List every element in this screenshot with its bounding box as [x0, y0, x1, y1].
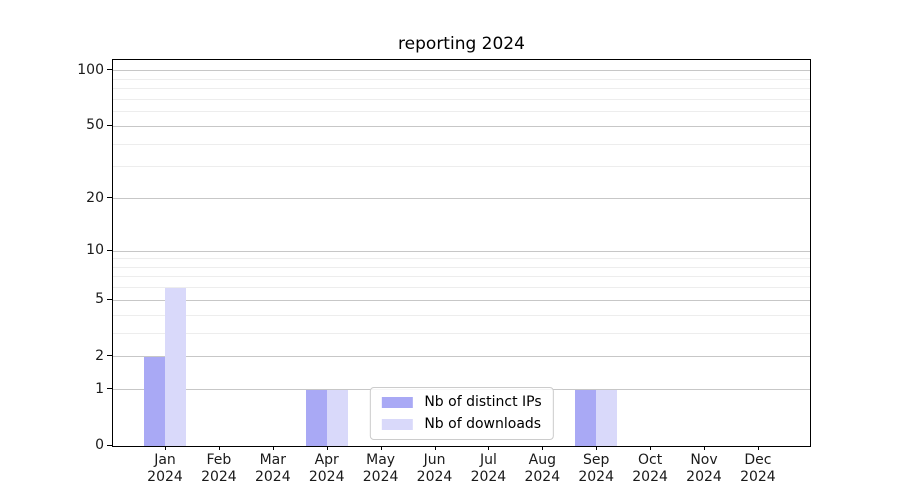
- legend-label-distinct-ips: Nb of distinct IPs: [424, 394, 542, 410]
- x-tick-mark-1: [218, 446, 220, 450]
- y-tick-label-50: 50: [86, 117, 104, 134]
- y-tick-mark-50: [107, 124, 112, 126]
- y-tick-label-5: 5: [95, 291, 104, 308]
- x-tick-mark-3: [326, 446, 328, 450]
- bar-nb-of-distinct-ips-Apr-2024: [305, 389, 327, 446]
- gridline-major-y5: [113, 299, 810, 301]
- x-tick-mark-7: [542, 446, 544, 450]
- x-tick-label-4: May 2024: [362, 452, 399, 485]
- gridline-minor-y8: [113, 266, 810, 268]
- x-tick-label-0: Jan 2024: [147, 452, 183, 485]
- x-tick-label-5: Jun 2024: [416, 452, 453, 485]
- gridline-major-y2: [113, 356, 810, 358]
- y-tick-mark-20: [107, 197, 112, 198]
- x-tick-mark-0: [165, 446, 166, 450]
- y-tick-label-20: 20: [86, 189, 104, 206]
- legend-entry-distinct-ips: Nb of distinct IPs: [381, 394, 542, 410]
- legend-swatch-downloads: [381, 419, 413, 430]
- y-tick-mark-5: [107, 298, 112, 300]
- bar-nb-of-downloads-Apr-2024: [326, 389, 348, 446]
- legend-swatch-distinct-ips: [381, 397, 413, 408]
- y-tick-mark-10: [107, 249, 112, 251]
- legend: Nb of distinct IPs Nb of downloads: [369, 387, 554, 440]
- gridline-minor-y9: [113, 258, 810, 260]
- x-tick-label-7: Aug 2024: [524, 452, 561, 485]
- plot-area: Nb of distinct IPs Nb of downloads: [112, 59, 811, 447]
- x-tick-label-6: Jul 2024: [470, 452, 507, 485]
- x-tick-label-10: Nov 2024: [686, 452, 722, 485]
- bar-nb-of-downloads-Sep-2024: [596, 389, 618, 446]
- y-tick-mark-2: [107, 355, 112, 357]
- chart-title: reporting 2024: [398, 34, 525, 54]
- x-tick-mark-9: [650, 446, 652, 450]
- gridline-minor-y3: [113, 332, 810, 334]
- gridline-minor-y80: [113, 88, 810, 90]
- x-tick-label-2: Mar 2024: [254, 452, 291, 485]
- y-tick-label-100: 100: [77, 61, 104, 78]
- gridline-minor-y40: [113, 143, 810, 145]
- y-tick-mark-1: [107, 388, 112, 390]
- x-tick-mark-5: [434, 446, 436, 450]
- x-tick-mark-6: [488, 446, 490, 450]
- y-tick-label-0: 0: [95, 437, 104, 453]
- y-tick-label-1: 1: [95, 380, 104, 397]
- gridline-minor-y30: [113, 166, 810, 168]
- y-tick-mark-0: [107, 444, 112, 446]
- x-tick-label-3: Apr 2024: [308, 452, 345, 485]
- gridline-minor-y6: [113, 287, 810, 289]
- bar-nb-of-downloads-Jan-2024: [165, 287, 186, 446]
- gridline-minor-y4: [113, 314, 810, 316]
- gridline-major-y10: [113, 250, 810, 252]
- x-tick-mark-10: [704, 446, 705, 450]
- x-tick-mark-4: [380, 446, 382, 450]
- x-tick-mark-8: [596, 446, 598, 450]
- y-tick-label-2: 2: [95, 347, 104, 364]
- bar-nb-of-distinct-ips-Sep-2024: [575, 389, 597, 446]
- gridline-major-y50: [113, 125, 810, 127]
- gridline-minor-y70: [113, 99, 810, 100]
- legend-label-downloads: Nb of downloads: [424, 416, 542, 432]
- y-tick-label-10: 10: [86, 242, 104, 259]
- x-tick-mark-11: [757, 446, 759, 450]
- x-tick-label-1: Feb 2024: [201, 452, 237, 485]
- gridline-minor-y90: [113, 78, 810, 80]
- y-tick-mark-100: [107, 69, 112, 71]
- x-tick-label-11: Dec 2024: [740, 452, 776, 485]
- gridline-major-y100: [113, 70, 810, 72]
- legend-entry-downloads: Nb of downloads: [381, 417, 541, 432]
- x-tick-mark-2: [272, 446, 274, 450]
- gridline-minor-y7: [113, 276, 810, 278]
- x-tick-label-8: Sep 2024: [578, 452, 614, 485]
- bar-nb-of-distinct-ips-Jan-2024: [144, 356, 165, 446]
- gridline-major-y20: [113, 198, 810, 200]
- gridline-minor-y60: [113, 111, 810, 113]
- x-tick-label-9: Oct 2024: [632, 452, 668, 485]
